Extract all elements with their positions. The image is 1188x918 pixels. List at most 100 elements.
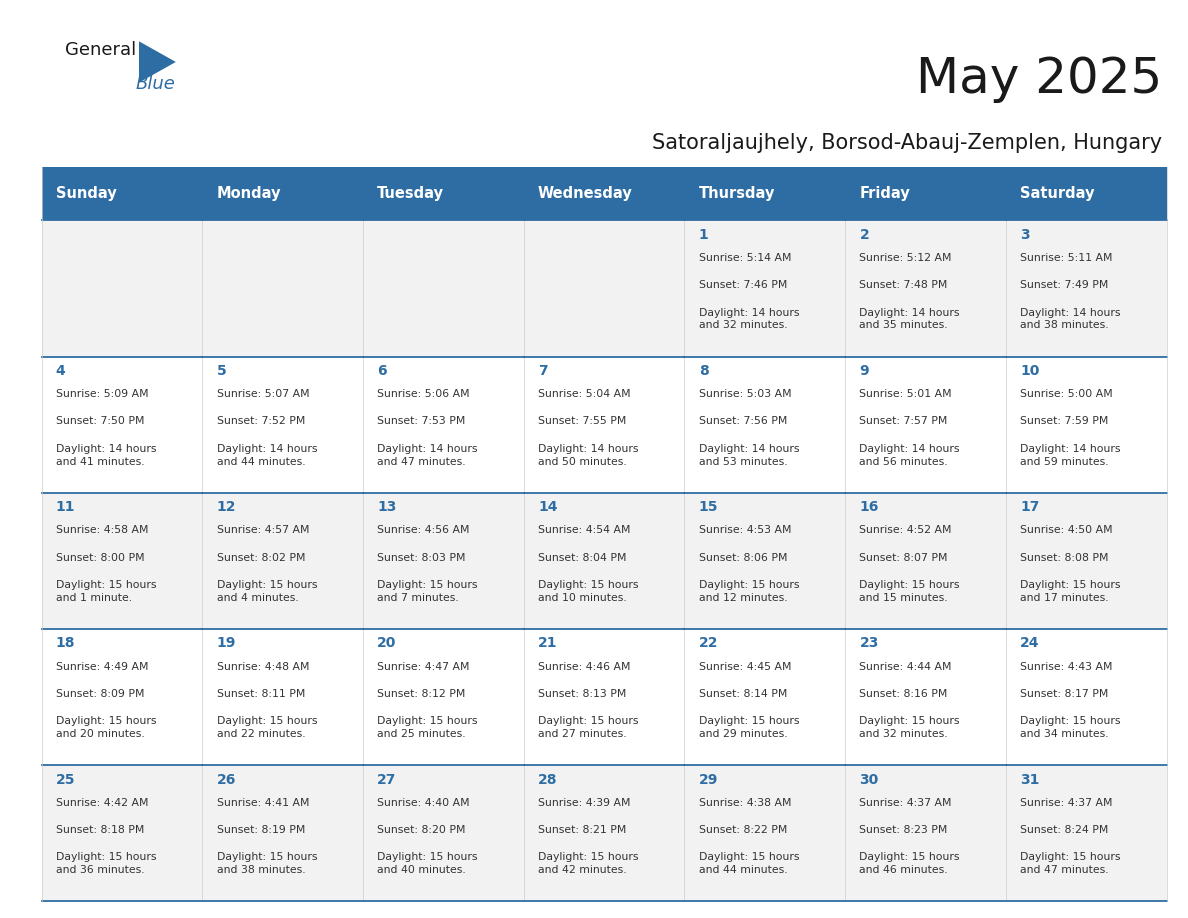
Text: 28: 28 bbox=[538, 773, 557, 787]
Bar bbox=[42, 167, 202, 220]
Bar bbox=[845, 629, 1006, 766]
Text: Sunrise: 5:01 AM: Sunrise: 5:01 AM bbox=[859, 389, 952, 399]
Text: Sunday: Sunday bbox=[56, 186, 116, 201]
Bar bbox=[42, 220, 202, 356]
Text: 2: 2 bbox=[859, 228, 870, 241]
Text: 11: 11 bbox=[56, 500, 75, 514]
Text: Daylight: 14 hours
and 47 minutes.: Daylight: 14 hours and 47 minutes. bbox=[378, 443, 478, 466]
Bar bbox=[202, 629, 364, 766]
Bar bbox=[42, 356, 202, 493]
Bar bbox=[684, 220, 845, 356]
Bar bbox=[364, 629, 524, 766]
Text: Daylight: 14 hours
and 41 minutes.: Daylight: 14 hours and 41 minutes. bbox=[56, 443, 157, 466]
Text: Daylight: 15 hours
and 22 minutes.: Daylight: 15 hours and 22 minutes. bbox=[216, 716, 317, 739]
Text: May 2025: May 2025 bbox=[916, 55, 1162, 103]
Bar bbox=[42, 629, 202, 766]
Text: Sunrise: 4:57 AM: Sunrise: 4:57 AM bbox=[216, 525, 309, 535]
Text: 8: 8 bbox=[699, 364, 708, 378]
Text: Sunrise: 4:44 AM: Sunrise: 4:44 AM bbox=[859, 662, 952, 672]
Text: 3: 3 bbox=[1020, 228, 1030, 241]
Text: Sunset: 8:18 PM: Sunset: 8:18 PM bbox=[56, 825, 144, 835]
Text: Daylight: 14 hours
and 32 minutes.: Daylight: 14 hours and 32 minutes. bbox=[699, 308, 800, 330]
Text: Sunset: 8:13 PM: Sunset: 8:13 PM bbox=[538, 688, 626, 699]
Text: Sunrise: 4:40 AM: Sunrise: 4:40 AM bbox=[378, 798, 470, 808]
Text: Daylight: 14 hours
and 56 minutes.: Daylight: 14 hours and 56 minutes. bbox=[859, 443, 960, 466]
Bar bbox=[684, 766, 845, 901]
Text: Saturday: Saturday bbox=[1020, 186, 1094, 201]
Text: Daylight: 15 hours
and 20 minutes.: Daylight: 15 hours and 20 minutes. bbox=[56, 716, 157, 739]
Text: Sunset: 8:06 PM: Sunset: 8:06 PM bbox=[699, 553, 788, 563]
Text: Daylight: 15 hours
and 42 minutes.: Daylight: 15 hours and 42 minutes. bbox=[538, 853, 638, 875]
Bar bbox=[364, 167, 524, 220]
Text: Blue: Blue bbox=[135, 75, 176, 94]
Text: Daylight: 14 hours
and 35 minutes.: Daylight: 14 hours and 35 minutes. bbox=[859, 308, 960, 330]
Text: Daylight: 15 hours
and 4 minutes.: Daylight: 15 hours and 4 minutes. bbox=[216, 580, 317, 603]
Bar bbox=[1006, 493, 1167, 629]
Text: Sunset: 7:55 PM: Sunset: 7:55 PM bbox=[538, 417, 626, 427]
Text: Sunrise: 4:47 AM: Sunrise: 4:47 AM bbox=[378, 662, 469, 672]
Text: 24: 24 bbox=[1020, 636, 1040, 650]
Text: Sunrise: 5:00 AM: Sunrise: 5:00 AM bbox=[1020, 389, 1113, 399]
Text: 6: 6 bbox=[378, 364, 387, 378]
Text: 7: 7 bbox=[538, 364, 548, 378]
Bar bbox=[524, 629, 684, 766]
Text: Sunset: 7:49 PM: Sunset: 7:49 PM bbox=[1020, 280, 1108, 290]
Bar bbox=[845, 167, 1006, 220]
Text: Sunrise: 4:38 AM: Sunrise: 4:38 AM bbox=[699, 798, 791, 808]
Text: Tuesday: Tuesday bbox=[378, 186, 444, 201]
Bar bbox=[42, 493, 202, 629]
Text: Sunrise: 4:37 AM: Sunrise: 4:37 AM bbox=[1020, 798, 1113, 808]
Bar bbox=[202, 766, 364, 901]
Text: 12: 12 bbox=[216, 500, 236, 514]
Bar bbox=[364, 220, 524, 356]
Text: Sunset: 8:21 PM: Sunset: 8:21 PM bbox=[538, 825, 626, 835]
Text: Daylight: 15 hours
and 1 minute.: Daylight: 15 hours and 1 minute. bbox=[56, 580, 157, 603]
Bar bbox=[845, 356, 1006, 493]
Text: Sunset: 8:00 PM: Sunset: 8:00 PM bbox=[56, 553, 145, 563]
Text: 10: 10 bbox=[1020, 364, 1040, 378]
Text: Sunrise: 4:37 AM: Sunrise: 4:37 AM bbox=[859, 798, 952, 808]
Text: Sunrise: 5:03 AM: Sunrise: 5:03 AM bbox=[699, 389, 791, 399]
Text: Sunrise: 4:52 AM: Sunrise: 4:52 AM bbox=[859, 525, 952, 535]
Text: Daylight: 15 hours
and 47 minutes.: Daylight: 15 hours and 47 minutes. bbox=[1020, 853, 1120, 875]
Text: Daylight: 15 hours
and 25 minutes.: Daylight: 15 hours and 25 minutes. bbox=[378, 716, 478, 739]
Text: Sunset: 8:03 PM: Sunset: 8:03 PM bbox=[378, 553, 466, 563]
Text: Sunrise: 4:53 AM: Sunrise: 4:53 AM bbox=[699, 525, 791, 535]
Text: Sunset: 7:57 PM: Sunset: 7:57 PM bbox=[859, 417, 948, 427]
Text: Sunrise: 5:12 AM: Sunrise: 5:12 AM bbox=[859, 253, 952, 263]
Bar bbox=[524, 766, 684, 901]
Bar bbox=[845, 220, 1006, 356]
Text: Sunset: 8:08 PM: Sunset: 8:08 PM bbox=[1020, 553, 1108, 563]
Text: Daylight: 14 hours
and 53 minutes.: Daylight: 14 hours and 53 minutes. bbox=[699, 443, 800, 466]
Text: 19: 19 bbox=[216, 636, 236, 650]
Text: Sunrise: 5:11 AM: Sunrise: 5:11 AM bbox=[1020, 253, 1113, 263]
Bar bbox=[524, 220, 684, 356]
Text: Sunset: 7:52 PM: Sunset: 7:52 PM bbox=[216, 417, 305, 427]
Text: Sunset: 8:11 PM: Sunset: 8:11 PM bbox=[216, 688, 305, 699]
Text: Sunset: 7:59 PM: Sunset: 7:59 PM bbox=[1020, 417, 1108, 427]
Text: Friday: Friday bbox=[859, 186, 910, 201]
Bar bbox=[524, 167, 684, 220]
Text: Sunset: 8:07 PM: Sunset: 8:07 PM bbox=[859, 553, 948, 563]
Text: Sunrise: 4:58 AM: Sunrise: 4:58 AM bbox=[56, 525, 148, 535]
Text: Sunset: 8:09 PM: Sunset: 8:09 PM bbox=[56, 688, 144, 699]
Text: 13: 13 bbox=[378, 500, 397, 514]
Text: Sunrise: 4:39 AM: Sunrise: 4:39 AM bbox=[538, 798, 631, 808]
Bar bbox=[524, 356, 684, 493]
Text: Daylight: 15 hours
and 38 minutes.: Daylight: 15 hours and 38 minutes. bbox=[216, 853, 317, 875]
Text: 31: 31 bbox=[1020, 773, 1040, 787]
Text: Satoraljaujhely, Borsod-Abauj-Zemplen, Hungary: Satoraljaujhely, Borsod-Abauj-Zemplen, H… bbox=[652, 133, 1162, 153]
Bar bbox=[364, 766, 524, 901]
Text: Sunset: 8:14 PM: Sunset: 8:14 PM bbox=[699, 688, 788, 699]
Text: Daylight: 14 hours
and 50 minutes.: Daylight: 14 hours and 50 minutes. bbox=[538, 443, 638, 466]
Bar bbox=[684, 356, 845, 493]
Text: Sunset: 8:12 PM: Sunset: 8:12 PM bbox=[378, 688, 466, 699]
Text: 26: 26 bbox=[216, 773, 236, 787]
Text: Sunset: 8:22 PM: Sunset: 8:22 PM bbox=[699, 825, 788, 835]
Text: 23: 23 bbox=[859, 636, 879, 650]
Text: Sunset: 7:48 PM: Sunset: 7:48 PM bbox=[859, 280, 948, 290]
Text: Sunrise: 4:45 AM: Sunrise: 4:45 AM bbox=[699, 662, 791, 672]
Text: Daylight: 15 hours
and 7 minutes.: Daylight: 15 hours and 7 minutes. bbox=[378, 580, 478, 603]
Bar bbox=[202, 220, 364, 356]
Bar bbox=[1006, 766, 1167, 901]
